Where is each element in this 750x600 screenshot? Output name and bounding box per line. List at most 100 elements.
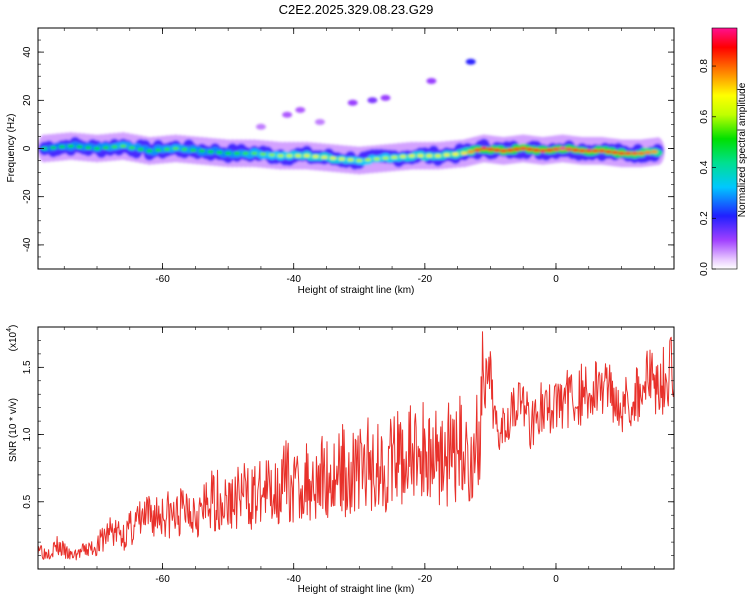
spectrogram-peak [559,146,567,151]
snr-x-ticks: -60 -40 -20 0 [63,327,655,585]
spectrogram-peak [637,151,645,155]
spectrogram-peak [119,144,127,148]
spectrogram-x-ticks: -60 -40 -20 0 [63,28,655,285]
spectrogram-peak [41,146,49,151]
spectrogram-peak [303,154,311,158]
spectrogram-peak [93,146,101,151]
spectrogram-peak [526,147,534,151]
spectrogram-faint-feature [426,78,437,85]
x-tick-label: 0 [553,574,559,585]
spectrogram-peak [473,148,481,152]
spectrogram-peak [416,154,424,158]
spectrogram-y-ticks: -40 -20 0 20 40 [22,39,674,258]
spectrogram-peak [242,151,250,155]
spectrogram-peak [598,149,606,153]
spectrogram-peak [644,150,652,155]
spectrogram-faint-feature [380,94,391,101]
spectrogram-peak [338,157,346,161]
spectrogram-peak [425,154,433,158]
snr-y-ticks: 0.5 1.0 1.5 [22,340,674,556]
spectrogram-peak [539,149,547,153]
spectrogram-peak [399,154,407,159]
spectrogram-peak [552,147,560,151]
spectrogram-y-label: Frequency (Hz) [6,114,17,183]
spectrogram-peak [207,150,215,154]
snr-x-label: Height of straight line (km) [298,584,415,595]
spectrogram-peak [545,148,553,152]
spectrogram-x-label: Height of straight line (km) [298,285,415,296]
spectrogram-peak [650,150,658,154]
x-tick-label: -40 [286,574,301,585]
snr-scale-base: (x10 [8,331,19,351]
colorbar-tick-label: 0.4 [699,160,710,174]
spectrogram-peak [451,152,459,156]
spectrogram-faint-feature [295,106,306,113]
colorbar-tick-label: 0.0 [699,262,710,276]
spectrogram-faint-feature [465,58,476,65]
spectrogram-peak [180,147,188,151]
x-tick-label: -40 [286,274,301,285]
y-tick-label: 0.5 [22,494,33,508]
spectrogram-peak [565,147,573,151]
spectrogram-peak [506,148,514,152]
y-tick-label: 20 [22,94,33,106]
spectrogram-peak [215,150,223,155]
spectrogram-peak [434,154,442,158]
spectrogram-peak [618,151,626,155]
x-tick-label: 0 [553,274,559,285]
spectrogram-faint-feature [347,99,358,106]
spectrogram-peak [76,145,84,149]
spectrogram-peak [611,150,619,155]
spectrogram-faint-feature [255,123,266,130]
spectrogram-faint-feature [282,111,293,118]
x-tick-label: -60 [155,574,170,585]
x-tick-label: -60 [155,274,170,285]
spectrogram-peak [110,145,118,149]
snr-y-label: SNR (10 * v/v) [8,398,19,462]
snr-scale-exponent: 4 [6,328,13,332]
spectrogram-peak [355,158,363,163]
y-tick-label: 0 [22,145,33,151]
spectrogram-peak [67,144,75,148]
spectrogram-peak [390,155,398,159]
spectrogram-peak [312,154,320,159]
spectrogram-peak [373,157,381,161]
spectrogram-peak [624,151,632,155]
snr-scale-label: (x104) [6,325,19,352]
spectrogram-peak [591,149,599,153]
colorbar-label: Normalized spectral amplitude [737,82,748,217]
spectrogram-peak [585,149,593,153]
colorbar-gradient [711,27,738,270]
spectrogram-peak [460,151,468,155]
y-tick-label: -20 [22,189,33,204]
spectrogram-peak [578,149,586,153]
svg-text:(x104): (x104) [6,325,19,352]
spectrogram-peak [382,156,390,160]
spectrogram-marks [38,58,665,175]
spectrogram-peak [233,151,241,155]
spectrogram-peak [486,147,494,151]
y-tick-label: 1.0 [22,427,33,441]
colorbar-tick-label: 0.8 [699,59,710,73]
spectrogram-peak [493,148,501,152]
spectrogram-peak [268,153,276,157]
y-tick-label: 40 [22,46,33,58]
spectrogram-peak [145,149,153,153]
colorbar: 0.0 0.2 0.4 0.6 0.8 Normalized spectral ampl… [699,27,748,276]
colorbar-tick-label: 0.2 [699,211,710,225]
spectrogram-peak [604,150,612,154]
spectrogram-peak [519,146,527,151]
spectrogram-peak [172,146,180,151]
spectrogram-peak [572,148,580,152]
spectrogram-peak [467,150,475,154]
spectrogram-peak [224,151,232,155]
spectrogram-peak [532,148,540,152]
spectrogram-peak [137,147,145,151]
spectrogram-faint-feature [314,118,325,125]
spectrogram-peak [294,154,302,158]
snr-series-line [38,331,674,561]
spectrogram-peak [480,146,488,151]
spectrogram-peak [277,154,285,158]
spectrogram-peak [443,153,451,157]
